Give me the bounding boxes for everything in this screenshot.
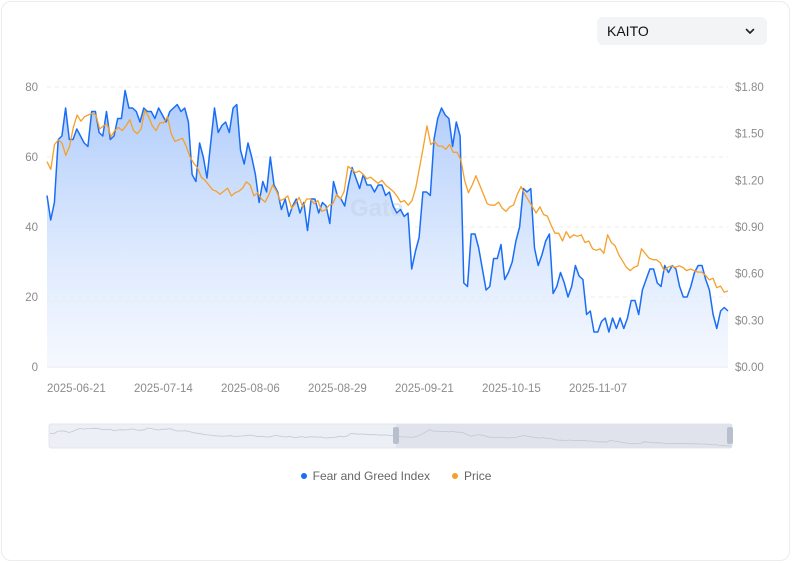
- legend-label: Price: [464, 469, 492, 483]
- navigator-sparkline: [49, 427, 732, 447]
- svg-text:$0.30: $0.30: [735, 315, 764, 327]
- svg-text:$1.50: $1.50: [735, 129, 764, 141]
- y-axis-right: $0.00 $0.30 $0.60 $0.90 $1.20 $1.50 $1.80: [735, 82, 764, 374]
- svg-text:2025-06-21: 2025-06-21: [47, 383, 106, 395]
- fear-greed-line: [46, 89, 729, 333]
- price-line: [46, 109, 729, 293]
- legend-label: Fear and Greed Index: [312, 469, 431, 483]
- token-selector-value: KAITO: [607, 23, 649, 39]
- svg-text:$0.60: $0.60: [735, 269, 764, 281]
- navigator-handle-right[interactable]: [727, 427, 733, 444]
- svg-text:$0.90: $0.90: [735, 222, 764, 234]
- gate-watermark: Gate: [350, 195, 403, 222]
- svg-text:20: 20: [25, 292, 38, 304]
- legend-dot-icon: [452, 473, 459, 479]
- svg-text:0: 0: [32, 362, 38, 374]
- navigator-selection[interactable]: [396, 424, 732, 448]
- y-axis-left: 0 20 40 60 80: [25, 82, 38, 374]
- x-axis: 2025-06-21 2025-07-14 2025-08-06 2025-08-29…: [47, 383, 627, 395]
- svg-text:$0.00: $0.00: [735, 362, 764, 374]
- token-selector[interactable]: KAITO: [597, 17, 767, 45]
- range-navigator[interactable]: [48, 423, 733, 449]
- svg-text:2025-08-06: 2025-08-06: [221, 383, 280, 395]
- navigator-handle-left[interactable]: [393, 427, 399, 444]
- svg-text:2025-08-29: 2025-08-29: [308, 383, 367, 395]
- svg-text:2025-09-21: 2025-09-21: [395, 383, 454, 395]
- legend-dot-icon: [300, 473, 307, 479]
- fear-greed-area: [47, 90, 728, 367]
- legend-item-price[interactable]: Price: [452, 469, 491, 483]
- chevron-down-icon: [745, 28, 755, 34]
- svg-text:40: 40: [25, 222, 38, 234]
- svg-text:60: 60: [25, 152, 38, 164]
- svg-text:2025-11-07: 2025-11-07: [569, 383, 627, 395]
- svg-text:2025-10-15: 2025-10-15: [482, 383, 541, 395]
- legend-item-fear-greed[interactable]: Fear and Greed Index: [300, 469, 431, 483]
- chart-legend: Fear and Greed Index Price: [0, 469, 792, 483]
- svg-text:$1.80: $1.80: [735, 82, 764, 94]
- svg-text:2025-07-14: 2025-07-14: [134, 383, 193, 395]
- svg-text:$1.20: $1.20: [735, 175, 764, 187]
- svg-text:80: 80: [25, 82, 38, 94]
